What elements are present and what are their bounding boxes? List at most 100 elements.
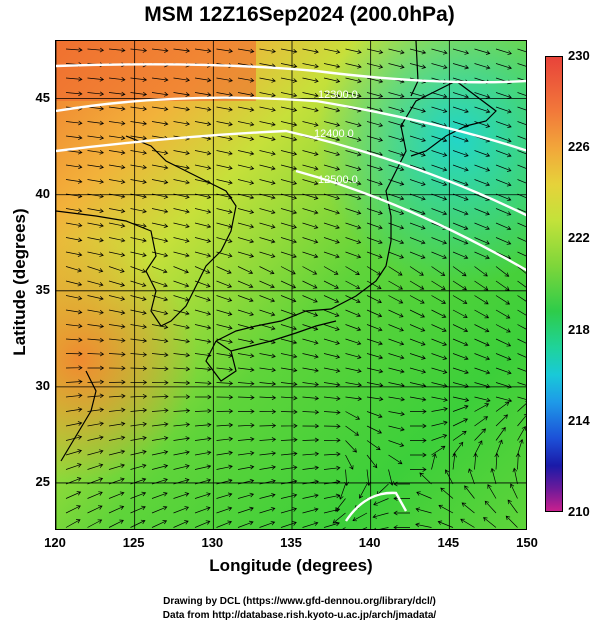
- wind-arrow: [431, 280, 446, 290]
- wind-arrow: [280, 353, 298, 359]
- wind-arrow: [65, 351, 83, 357]
- wind-arrow: [345, 222, 362, 230]
- y-tick-label: 35: [35, 281, 50, 297]
- wind-arrow: [108, 505, 125, 514]
- wind-arrow: [130, 266, 147, 274]
- wind-arrow: [108, 365, 126, 371]
- wind-arrow: [130, 150, 147, 155]
- wind-arrow: [495, 266, 510, 277]
- wind-arrow: [345, 309, 361, 318]
- wind-arrow: [237, 266, 254, 275]
- wind-arrow: [495, 338, 512, 347]
- wind-arrow: [259, 251, 276, 259]
- wind-arrow: [130, 505, 146, 514]
- wind-arrow: [151, 266, 168, 274]
- wind-arrow: [388, 193, 405, 201]
- wind-arrow: [366, 338, 383, 346]
- wind-arrow: [151, 164, 169, 170]
- wind-arrow: [65, 222, 83, 228]
- wind-arrow: [323, 367, 341, 373]
- wind-arrow: [216, 506, 233, 514]
- wind-arrow: [517, 121, 526, 125]
- wind-arrow: [130, 366, 148, 371]
- wind-arrow: [259, 295, 276, 303]
- wind-arrow: [194, 422, 212, 428]
- wind-arrow: [393, 496, 410, 501]
- wind-arrow: [302, 77, 319, 84]
- wind-arrow: [151, 77, 169, 83]
- wind-arrow: [173, 324, 190, 330]
- wind-arrow: [302, 92, 319, 98]
- wind-arrow: [194, 520, 211, 528]
- wind-arrow: [517, 251, 526, 257]
- wind-arrow: [302, 179, 319, 186]
- wind-arrow: [517, 193, 526, 198]
- wind-arrow: [216, 381, 234, 386]
- wind-arrow: [302, 106, 319, 113]
- wind-arrow: [237, 222, 255, 229]
- wind-arrow: [87, 91, 105, 97]
- contour-south: [345, 491, 408, 522]
- wind-arrow: [415, 507, 432, 514]
- wind-arrow: [323, 77, 341, 84]
- wind-arrow: [431, 295, 446, 304]
- wind-arrow: [302, 63, 319, 69]
- wind-arrow: [130, 91, 148, 97]
- graticule: [56, 41, 526, 529]
- wind-arrow: [452, 193, 469, 201]
- wind-arrow: [409, 280, 425, 290]
- wind-arrow: [194, 251, 212, 258]
- wind-arrow: [280, 280, 297, 289]
- wind-arrow: [237, 295, 254, 303]
- wind-arrow: [130, 491, 147, 499]
- wind-arrow: [495, 237, 512, 245]
- wind-arrow: [108, 77, 126, 82]
- wind-arrow: [87, 477, 104, 485]
- wind-arrow: [173, 193, 190, 200]
- wind-arrow: [87, 435, 104, 441]
- wind-arrow: [173, 366, 191, 372]
- wind-arrow: [366, 440, 381, 451]
- wind-arrow: [431, 48, 448, 55]
- wind-arrow: [345, 367, 362, 374]
- wind-arrow: [388, 309, 404, 318]
- wind-arrow: [517, 135, 526, 140]
- wind-arrow: [474, 396, 491, 403]
- wind-arrow: [302, 48, 319, 54]
- wind-arrow: [517, 208, 526, 213]
- wind-arrow: [372, 512, 389, 519]
- wind-arrow: [431, 135, 448, 143]
- wind-arrow: [431, 406, 448, 412]
- wind-arrow: [409, 309, 426, 318]
- wind-arrow: [130, 121, 147, 126]
- wind-arrow: [108, 120, 126, 126]
- wind-arrow: [280, 193, 298, 200]
- wind-arrow: [345, 164, 362, 171]
- wind-arrow: [280, 395, 298, 401]
- wind-arrow: [517, 353, 526, 358]
- wind-arrow: [438, 504, 454, 514]
- wind-arrow: [237, 106, 255, 112]
- wind-arrow: [388, 324, 404, 332]
- wind-arrow: [87, 150, 104, 155]
- wind-arrow: [108, 379, 126, 385]
- wind-arrow: [108, 266, 125, 273]
- wind-arrow: [517, 396, 526, 400]
- wind-arrow: [87, 76, 105, 82]
- wind-arrow: [512, 467, 518, 485]
- wind-arrow: [237, 48, 255, 54]
- wind-arrow: [517, 63, 526, 67]
- wind-arrow: [108, 477, 125, 485]
- wind-arrow: [130, 519, 146, 528]
- wind-arrow: [302, 507, 319, 514]
- wind-arrow: [173, 380, 191, 386]
- wind-arrow: [345, 266, 360, 275]
- wind-arrow: [194, 193, 212, 200]
- wind-arrow: [495, 353, 512, 361]
- wind-arrow: [173, 106, 190, 112]
- wind-arrow: [474, 208, 490, 216]
- wind-arrow: [65, 280, 83, 287]
- wind-arrow: [302, 295, 318, 303]
- wind-arrow: [517, 367, 526, 372]
- wind-arrow: [108, 91, 126, 97]
